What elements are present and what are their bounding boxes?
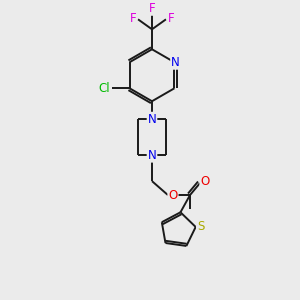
Text: Cl: Cl bbox=[99, 82, 110, 95]
Text: N: N bbox=[148, 113, 156, 126]
Text: O: O bbox=[168, 189, 178, 202]
Text: S: S bbox=[197, 220, 204, 233]
Text: F: F bbox=[130, 12, 136, 25]
Text: F: F bbox=[168, 12, 174, 25]
Text: O: O bbox=[200, 175, 210, 188]
Text: N: N bbox=[171, 56, 180, 69]
Text: N: N bbox=[148, 149, 156, 162]
Text: F: F bbox=[149, 2, 155, 15]
